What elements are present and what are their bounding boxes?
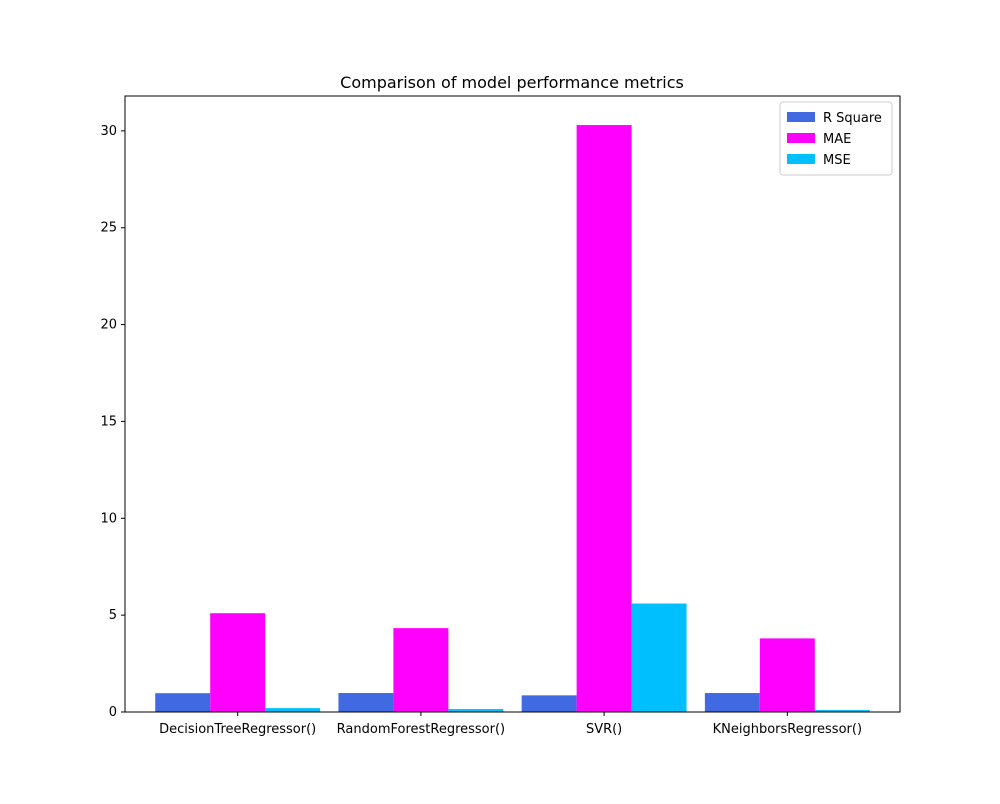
y-tick-label: 25 (100, 221, 117, 236)
legend-swatch (787, 154, 815, 164)
y-tick-label: 0 (109, 705, 117, 720)
bar-mae-2 (576, 125, 632, 713)
legend: R Square MAE MSE (779, 101, 893, 176)
bar-r-square-2 (521, 695, 577, 712)
legend-label: MSE (823, 153, 851, 168)
bar-mse-0 (265, 708, 321, 712)
bar-r-square-1 (338, 693, 394, 712)
y-tick-label: 20 (100, 318, 117, 333)
y-tick-label: 15 (100, 414, 117, 429)
legend-label: MAE (823, 132, 851, 147)
bars-layer (155, 125, 870, 713)
x-tick-label: SVR() (586, 722, 622, 737)
x-tick-label: RandomForestRegressor() (337, 722, 505, 737)
y-tick-label: 10 (100, 511, 117, 526)
bar-r-square-3 (704, 693, 760, 712)
axes-layer: 0 5 10 15 20 25 30 DecisionTreeRegressor() Rando… (100, 95, 901, 737)
legend-swatch (787, 133, 815, 143)
bar-mae-1 (393, 628, 449, 712)
bar-r-square-0 (155, 693, 211, 712)
bar-mae-0 (210, 613, 266, 712)
legend-label: R Square (823, 111, 882, 126)
y-tick-label: 5 (109, 608, 117, 623)
legend-swatch (787, 112, 815, 122)
bar-mae-3 (759, 638, 815, 712)
y-tick-label: 30 (100, 124, 117, 139)
bar-mse-1 (448, 709, 504, 712)
x-tick-label: DecisionTreeRegressor() (159, 722, 316, 737)
bar-mse-3 (814, 710, 870, 712)
plot-frame (124, 95, 901, 713)
bar-mse-2 (631, 603, 687, 712)
chart-title: Comparison of model performance metrics (340, 73, 684, 92)
x-tick-label: KNeighborsRegressor() (713, 722, 862, 737)
